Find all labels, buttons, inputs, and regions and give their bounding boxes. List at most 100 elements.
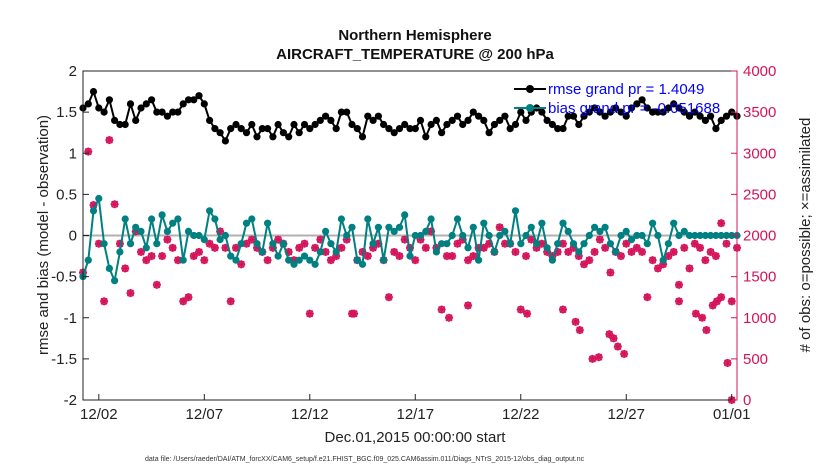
obs-count-marker: [326, 256, 335, 265]
obs-count-marker: [511, 247, 520, 256]
obs-count-marker: [445, 313, 454, 322]
bias-point: [490, 248, 498, 256]
rmse-point: [559, 125, 567, 133]
bias-point: [89, 207, 98, 215]
rmse-point: [269, 133, 277, 141]
rmse-point: [627, 104, 636, 112]
rmse-point: [601, 112, 609, 120]
bias-point: [153, 240, 161, 248]
rmse-point: [184, 96, 193, 104]
data-file-footer: data file: /Users/raeder/DAI/ATM_forcXX/…: [145, 456, 585, 463]
y-axis-label-right: # of obs: o=possible; ×=assimilated: [797, 118, 814, 353]
obs-count-marker: [711, 252, 720, 261]
obs-count-marker: [702, 326, 711, 335]
rmse-point: [575, 120, 583, 129]
obs-count-marker: [594, 353, 603, 362]
obs-count-marker: [723, 358, 732, 367]
bias-point: [258, 248, 266, 256]
bias-point: [253, 240, 261, 248]
obs-count-marker: [179, 297, 188, 306]
y-left-tick-label: -2: [64, 392, 77, 409]
bias-point: [517, 240, 525, 248]
rmse-point: [522, 116, 530, 124]
rmse-point: [95, 104, 103, 112]
obs-count-marker: [722, 239, 731, 248]
bias-point: [216, 236, 224, 244]
rmse-point: [691, 108, 699, 116]
bias-point: [184, 227, 193, 235]
x-tick-label: 12/17: [397, 406, 435, 423]
bias-point: [179, 256, 187, 264]
obs-count-marker: [495, 223, 504, 232]
rmse-point: [717, 116, 725, 124]
bias-point: [464, 244, 472, 252]
bias-point: [242, 219, 251, 227]
rmse-point: [253, 133, 261, 141]
rmse-point: [227, 125, 235, 133]
obs-count-marker: [210, 243, 219, 252]
obs-count-marker: [696, 243, 705, 252]
obs-count-marker: [411, 256, 420, 265]
rmse-point: [274, 120, 282, 129]
bias-point: [443, 240, 451, 248]
rmse-point: [195, 92, 203, 100]
rmse-point: [543, 116, 551, 124]
rmse-point: [132, 116, 140, 124]
obs-count-marker: [648, 256, 657, 265]
obs-count-marker: [300, 239, 309, 248]
bias-point: [248, 215, 256, 223]
bias-point: [627, 236, 636, 244]
bias-point: [390, 227, 398, 235]
bias-point: [649, 219, 657, 227]
obs-count-marker: [263, 256, 272, 265]
rmse-point: [475, 112, 483, 120]
bias-point: [227, 252, 235, 260]
obs-count-marker: [571, 317, 580, 326]
rmse-point: [564, 112, 572, 120]
obs-count-marker: [701, 256, 710, 265]
bias-point: [348, 223, 356, 231]
bias-point: [269, 240, 277, 248]
bias-point: [459, 231, 467, 240]
obs-count-marker: [464, 301, 473, 310]
bias-point: [132, 223, 140, 231]
bias-point: [406, 252, 414, 260]
rmse-point: [501, 112, 509, 120]
obs-count-marker: [727, 297, 736, 306]
bias-point: [290, 260, 298, 268]
obs-count-marker: [609, 334, 618, 343]
bias-line: [82, 194, 737, 285]
obs-count-marker: [622, 239, 631, 248]
rmse-point: [216, 129, 224, 137]
obs-count-marker: [448, 252, 457, 261]
rmse-point: [316, 116, 324, 124]
bias-point: [432, 248, 440, 256]
bias-point: [148, 215, 156, 223]
rmse-point: [126, 100, 135, 108]
rmse-point: [480, 116, 488, 124]
bias-point: [232, 256, 240, 264]
bias-point: [664, 240, 673, 248]
rmse-point: [591, 104, 599, 112]
obs-count-marker: [558, 305, 567, 314]
rmse-point: [300, 120, 309, 129]
rmse-point: [427, 120, 435, 129]
bias-point: [506, 240, 514, 248]
rmse-point: [411, 125, 419, 133]
bias-point: [221, 231, 229, 240]
rmse-point: [290, 120, 298, 129]
bias-point: [496, 231, 504, 240]
obs-count-marker: [613, 342, 622, 351]
obs-count-marker: [84, 147, 93, 156]
y-right-tick-label: 500: [743, 351, 768, 368]
rmse-point: [285, 133, 293, 141]
obs-count-marker: [295, 243, 304, 252]
rmse-point: [190, 96, 198, 104]
bias-point: [712, 231, 720, 240]
y-left-tick-label: 1.5: [56, 104, 77, 121]
bias-point: [380, 256, 388, 264]
bias-point: [374, 223, 382, 231]
bias-point: [137, 227, 145, 235]
rmse-point: [633, 100, 641, 108]
rmse-point: [585, 108, 593, 116]
